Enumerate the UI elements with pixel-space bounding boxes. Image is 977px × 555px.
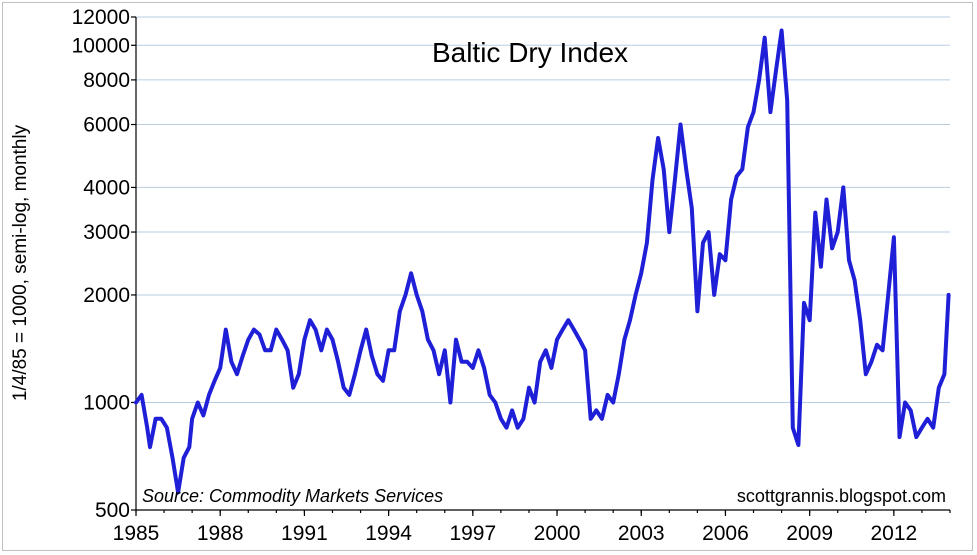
source-note: Source: Commodity Markets Services [142,486,443,506]
x-tick-label-1994: 1994 [365,522,412,545]
y-tick-label-1000: 1000 [83,391,130,414]
y-tick-label-8000: 8000 [83,69,130,92]
credit-note: scottgrannis.blogspot.com [737,486,946,506]
y-tick-label-6000: 6000 [83,114,130,137]
y-tick-labels: 500 1000 2000 3000 4000 6000 8000 10000 12000 [72,6,130,522]
x-tick-label-1991: 1991 [281,522,328,545]
x-tick-label-2006: 2006 [702,522,749,545]
x-tick-label-2009: 2009 [786,522,833,545]
series-layer [134,28,951,495]
y-tick-label-12000: 12000 [72,6,130,29]
series-line-0 [134,28,951,495]
y-tick-label-10000: 10000 [72,34,130,57]
y-axis-label: 1/4/85 = 1000, semi-log, monthly [10,124,31,401]
x-tick-label-1997: 1997 [449,522,496,545]
y-tick-label-2000: 2000 [83,284,130,307]
chart-title: Baltic Dry Index [432,37,628,68]
y-tick-label-500: 500 [95,499,130,522]
x-tick-label-2003: 2003 [618,522,665,545]
x-tick-label-2012: 2012 [871,522,918,545]
y-tick-label-4000: 4000 [83,176,130,199]
axes [131,16,951,516]
x-tick-labels: 1985 1988 1991 1994 1997 2000 2003 2006 2009 2012 [113,522,918,545]
x-tick-label-1988: 1988 [197,522,244,545]
x-tick-label-2000: 2000 [534,522,581,545]
y-tick-label-3000: 3000 [83,221,130,244]
x-tick-label-1985: 1985 [113,522,160,545]
